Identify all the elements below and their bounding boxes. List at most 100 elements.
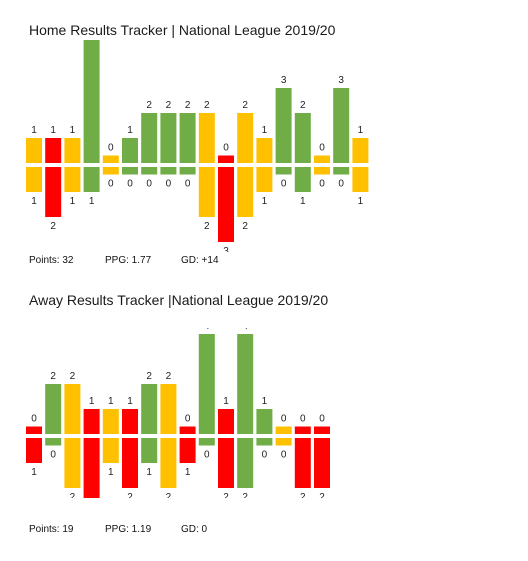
- home-goals-for-bar: [64, 138, 81, 163]
- away-results-chart: 01202213111221220140124210000202: [26, 328, 330, 498]
- away-goals-for-label: 1: [127, 396, 133, 407]
- home-goals-for-label: 1: [358, 125, 364, 136]
- home-goals-for-bar: [237, 113, 254, 163]
- home-goals-against-label: 0: [127, 179, 133, 190]
- away-goals-against-label: 1: [185, 467, 191, 478]
- home-goals-against-label: 0: [281, 179, 287, 190]
- away-goals-for-label: 4: [204, 328, 210, 332]
- away-goals-against-label: 0: [204, 450, 210, 461]
- away-goals-for-bar: [160, 384, 177, 434]
- home-points: Points: 32: [29, 255, 74, 266]
- away-goals-against-label: 0: [50, 450, 56, 461]
- home-goals-against-bar: [122, 167, 138, 175]
- away-goals-against-bar: [275, 438, 292, 446]
- home-goals-for-bar: [333, 88, 350, 163]
- home-goals-for-label: 2: [300, 100, 306, 111]
- home-goals-against-label: 1: [70, 196, 76, 207]
- away-goals-against-bar: [83, 438, 100, 498]
- home-goals-for-label: 1: [127, 125, 133, 136]
- home-goals-against-bar: [64, 167, 81, 192]
- away-goals-for-label: 0: [300, 414, 306, 425]
- away-goals-for-label: 0: [281, 414, 287, 425]
- home-goals-for-bar: [122, 138, 138, 163]
- away-goals-for-label: 4: [242, 328, 248, 332]
- home-chart-title: Home Results Tracker | National League 2…: [29, 22, 336, 38]
- away-goals-for-label: 0: [31, 414, 37, 425]
- home-goals-against-bar: [141, 167, 158, 175]
- away-goals-against-label: 2: [300, 492, 306, 498]
- home-goals-against-bar: [294, 167, 311, 192]
- home-goals-for-bar: [352, 138, 369, 163]
- home-goals-for-bar: [256, 138, 273, 163]
- home-goals-for-label: 2: [185, 100, 191, 111]
- home-goals-against-label: 1: [358, 196, 364, 207]
- away-goals-against-label: 2: [70, 492, 76, 498]
- home-goals-against-label: 0: [338, 179, 344, 190]
- home-goals-against-label: 0: [108, 179, 114, 190]
- away-goals-for-bar: [102, 409, 119, 434]
- away-goals-for-bar: [122, 409, 138, 434]
- home-goals-against-label: 0: [146, 179, 152, 190]
- away-points: Points: 19: [29, 524, 74, 535]
- away-goals-against-label: 2: [127, 492, 133, 498]
- away-goals-against-bar: [160, 438, 177, 488]
- away-chart-title: Away Results Tracker |National League 20…: [29, 292, 329, 308]
- home-goals-for-label: 1: [50, 125, 56, 136]
- home-goals-for-label: 2: [204, 100, 210, 111]
- away-goals-for-bar: [26, 426, 42, 434]
- home-goals-for-label: 1: [262, 125, 268, 136]
- away-goals-against-bar: [314, 438, 330, 488]
- home-results-chart: 111211510010202020220322113021003011: [26, 40, 369, 252]
- home-goals-against-label: 1: [300, 196, 306, 207]
- home-goals-against-bar: [218, 167, 234, 242]
- away-goals-against-bar: [102, 438, 119, 463]
- away-goals-for-bar: [275, 426, 292, 434]
- home-goals-for-bar: [45, 138, 62, 163]
- home-goals-for-bar: [275, 88, 292, 163]
- home-goals-against-label: 0: [166, 179, 172, 190]
- away-goals-against-label: 2: [223, 492, 229, 498]
- away-goals-against-label: 1: [31, 467, 37, 478]
- away-goals-against-bar: [64, 438, 81, 488]
- away-goals-against-label: 1: [108, 467, 114, 478]
- home-goals-for-label: 0: [223, 143, 229, 154]
- away-goals-against-label: 1: [146, 467, 152, 478]
- home-goals-against-label: 2: [50, 221, 56, 232]
- away-goals-for-bar: [256, 409, 273, 434]
- home-goals-against-label: 3: [223, 246, 229, 252]
- home-goals-against-bar: [198, 167, 215, 217]
- home-goals-against-bar: [102, 167, 119, 175]
- away-goals-for-bar: [141, 384, 158, 434]
- away-goals-against-bar: [218, 438, 234, 488]
- away-goals-for-label: 1: [223, 396, 229, 407]
- home-goals-for-bar: [160, 113, 177, 163]
- home-goals-for-label: 1: [70, 125, 76, 136]
- away-goals-against-bar: [198, 438, 215, 446]
- home-goals-against-bar: [179, 167, 196, 175]
- home-goals-for-label: 3: [281, 75, 287, 86]
- home-goals-for-bar: [26, 138, 42, 163]
- home-goals-against-label: 0: [319, 179, 325, 190]
- home-goals-against-label: 2: [242, 221, 248, 232]
- home-goals-against-bar: [45, 167, 62, 217]
- home-goals-for-bar: [314, 155, 330, 163]
- away-goals-against-label: 2: [319, 492, 325, 498]
- home-goals-against-bar: [333, 167, 350, 175]
- away-goals-for-bar: [237, 334, 254, 434]
- away-goals-against-label: 2: [166, 492, 172, 498]
- home-goals-against-bar: [83, 167, 100, 192]
- home-goals-for-label: 2: [166, 100, 172, 111]
- home-goals-against-bar: [352, 167, 369, 192]
- away-goals-against-bar: [237, 438, 254, 488]
- home-goals-for-bar: [83, 40, 100, 163]
- away-goals-for-label: 1: [89, 396, 95, 407]
- away-ppg: PPG: 1.19: [105, 524, 152, 535]
- home-goals-for-label: 1: [31, 125, 37, 136]
- home-goals-for-label: 0: [108, 143, 114, 154]
- home-goals-for-label: 0: [319, 143, 325, 154]
- home-goals-against-bar: [275, 167, 292, 175]
- home-goals-against-label: 1: [31, 196, 37, 207]
- home-goals-for-label: 2: [242, 100, 248, 111]
- away-goals-against-bar: [256, 438, 273, 446]
- home-goal-difference: GD: +14: [181, 255, 219, 266]
